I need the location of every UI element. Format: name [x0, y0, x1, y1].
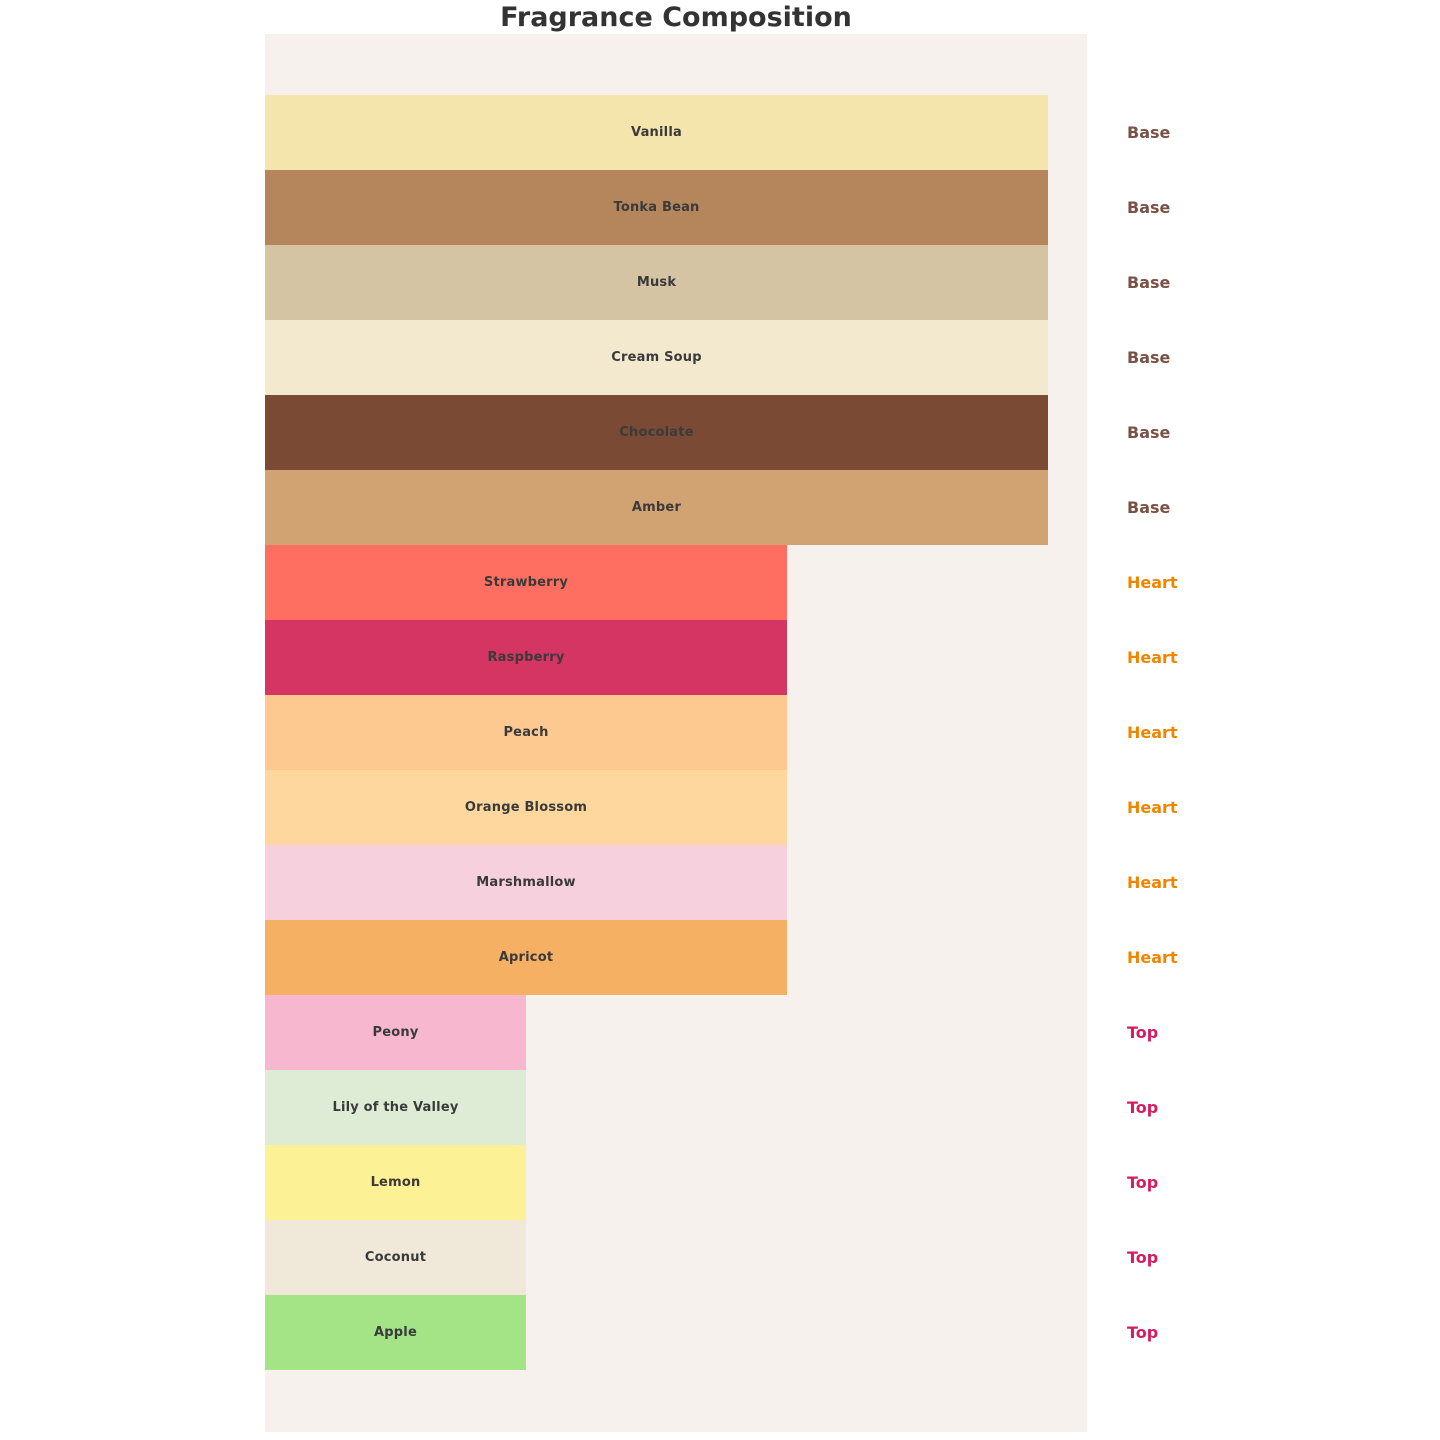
note-bar-label: Musk: [636, 275, 677, 290]
note-bar: Strawberry: [265, 545, 787, 620]
note-bar: Amber: [265, 470, 1048, 545]
note-bar: Peony: [265, 995, 526, 1070]
note-bar: Apricot: [265, 920, 787, 995]
note-group-label: Top: [1127, 1023, 1159, 1042]
note-bar-label: Strawberry: [483, 575, 569, 590]
note-group-label: Top: [1127, 1248, 1159, 1267]
note-group-label: Base: [1127, 348, 1171, 367]
note-bar-label: Orange Blossom: [464, 800, 588, 815]
note-bar-label: Tonka Bean: [613, 200, 700, 215]
note-bar-label: Amber: [631, 500, 682, 515]
note-bar-label: Vanilla: [631, 125, 682, 140]
note-group-label: Heart: [1127, 573, 1178, 592]
note-bar: Apple: [265, 1295, 526, 1370]
chart-title: Fragrance Composition: [500, 2, 852, 33]
note-group-label: Heart: [1127, 948, 1178, 967]
note-group-label: Heart: [1127, 873, 1178, 892]
note-group-label: Base: [1127, 423, 1171, 442]
note-group-label: Top: [1127, 1098, 1159, 1117]
note-group-label: Top: [1127, 1173, 1159, 1192]
chart-panel: Vanilla Tonka Bean Musk Cream Soup Choco…: [265, 34, 1087, 1432]
note-bar-label: Peony: [372, 1025, 419, 1040]
note-bar: Lily of the Valley: [265, 1070, 526, 1145]
note-group-label: Heart: [1127, 798, 1178, 817]
note-bar-label: Apple: [374, 1325, 417, 1340]
note-bar: Cream Soup: [265, 320, 1048, 395]
note-bar-label: Apricot: [498, 950, 554, 965]
note-bar: Chocolate: [265, 395, 1048, 470]
note-bar: Marshmallow: [265, 845, 787, 920]
note-group-label: Top: [1127, 1323, 1159, 1342]
note-bar-label: Coconut: [364, 1250, 427, 1265]
note-bar: Tonka Bean: [265, 170, 1048, 245]
note-bar-label: Peach: [503, 725, 549, 740]
note-group-label: Heart: [1127, 723, 1178, 742]
note-bar-label: Marshmallow: [476, 875, 576, 890]
note-group-label: Heart: [1127, 648, 1178, 667]
note-bar: Musk: [265, 245, 1048, 320]
note-group-label: Base: [1127, 498, 1171, 517]
note-bar: Orange Blossom: [265, 770, 787, 845]
note-bar: Raspberry: [265, 620, 787, 695]
note-group-label: Base: [1127, 198, 1171, 217]
note-bar-label: Lemon: [370, 1175, 421, 1190]
note-bar-label: Chocolate: [619, 425, 694, 440]
note-group-label: Base: [1127, 123, 1171, 142]
note-bar: Peach: [265, 695, 787, 770]
note-bar-label: Cream Soup: [611, 350, 702, 365]
note-bar: Coconut: [265, 1220, 526, 1295]
note-bar-label: Lily of the Valley: [332, 1100, 459, 1115]
note-bar: Vanilla: [265, 95, 1048, 170]
note-group-label: Base: [1127, 273, 1171, 292]
note-bar: Lemon: [265, 1145, 526, 1220]
note-bar-label: Raspberry: [487, 650, 565, 665]
